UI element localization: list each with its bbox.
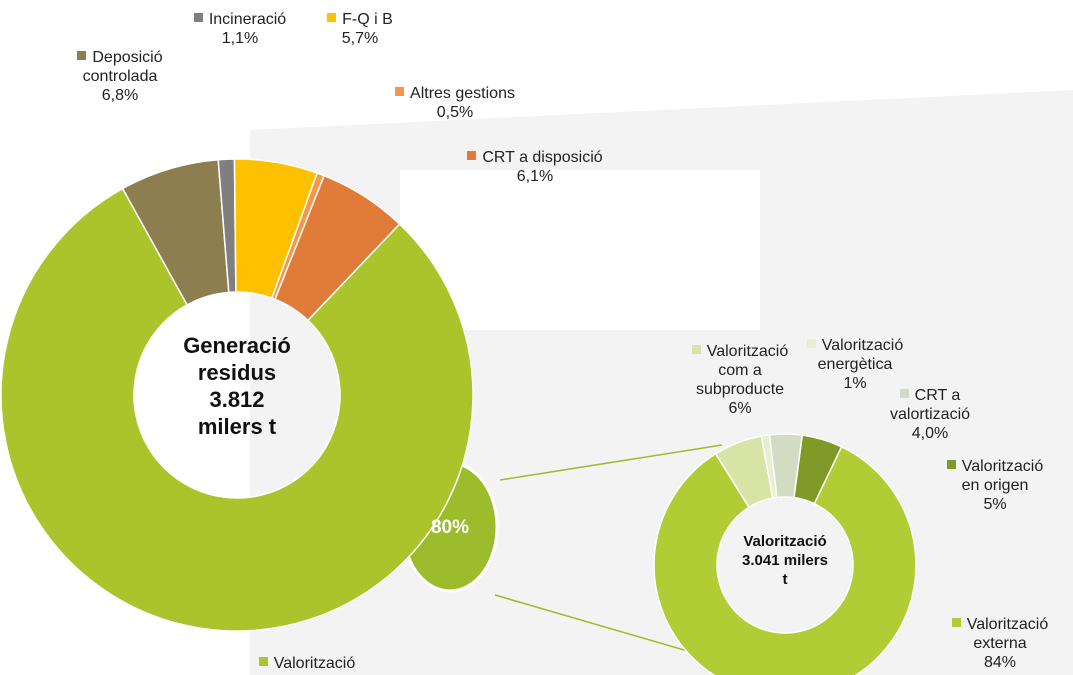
center-label: Generació: [183, 333, 291, 358]
legend-name: Valorització energètica: [817, 337, 904, 373]
legend-marker: [951, 618, 961, 627]
callout-value: 80%: [431, 517, 469, 538]
legend-name: Valorització externa: [966, 616, 1049, 652]
center-label: t: [783, 571, 788, 588]
legend-name: Altres gestions: [410, 85, 515, 102]
legend-label: CRT a valortizació 4,0%: [870, 386, 990, 443]
legend-marker: [327, 13, 337, 22]
legend-value: 6%: [728, 400, 752, 417]
legend-value: 4,0%: [911, 425, 949, 442]
legend-label: Altres gestions 0,5%: [365, 84, 545, 122]
center-label: 3.041 milers: [742, 552, 828, 569]
legend-label: Incineració 1,1%: [185, 10, 295, 48]
legend-marker: [258, 657, 268, 666]
legend-label: Valorització: [237, 654, 377, 673]
legend-value: 0,5%: [436, 104, 474, 121]
legend-name: F-Q i B: [342, 11, 393, 28]
legend-value: 6,1%: [516, 168, 554, 185]
legend-label: CRT a disposició 6,1%: [440, 148, 630, 186]
connector: [499, 444, 723, 481]
legend-value: 6,8%: [101, 87, 139, 104]
legend-name: Deposició controlada: [82, 49, 163, 85]
legend-label: Valorització externa 84%: [930, 615, 1070, 672]
legend-marker: [467, 151, 477, 160]
legend-value: 5%: [983, 496, 1007, 513]
legend-value: 84%: [983, 654, 1017, 671]
legend-value: 5,7%: [341, 30, 379, 47]
legend-label: Deposició controlada 6,8%: [60, 48, 180, 105]
center-label: Valorització: [743, 533, 826, 550]
legend-marker: [193, 13, 203, 22]
center-label: 3.812: [209, 387, 264, 412]
legend-name: CRT a disposició: [482, 149, 603, 166]
legend-label: Valorització com a subproducte 6%: [680, 342, 800, 418]
legend-marker: [691, 345, 701, 354]
center-label: residus: [198, 360, 276, 385]
center-label: milers t: [198, 414, 277, 439]
legend-marker: [77, 51, 87, 60]
legend-marker: [806, 339, 816, 348]
legend-label: Valorització energètica 1%: [790, 336, 920, 393]
legend-name: CRT a valortizació: [889, 387, 971, 423]
legend-name: Valorització en origen: [961, 458, 1044, 494]
legend-name: Valorització: [273, 655, 356, 672]
legend-marker: [395, 87, 405, 96]
legend-label: F-Q i B 5,7%: [320, 10, 400, 48]
legend-marker: [899, 389, 909, 398]
legend-name: Incineració: [208, 11, 287, 28]
donut-segment: [653, 445, 917, 675]
background-shape: [400, 170, 760, 330]
legend-value: 1,1%: [221, 30, 259, 47]
legend-name: Valorització com a subproducte: [695, 343, 789, 398]
legend-label: Valorització en origen 5%: [940, 457, 1050, 514]
legend-value: 1%: [843, 375, 867, 392]
donut-segment: [0, 187, 474, 632]
legend-marker: [946, 460, 956, 469]
